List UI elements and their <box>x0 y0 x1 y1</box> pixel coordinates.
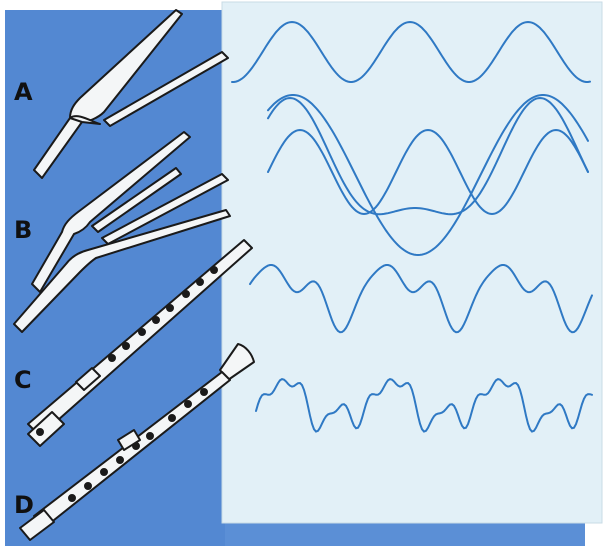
label-a: A <box>14 78 33 106</box>
label-c: C <box>14 366 32 394</box>
waveform-double-fork-component-2 <box>267 128 589 216</box>
waveform-paper <box>221 1 603 524</box>
waveform-double-fork-component-1 <box>267 94 589 257</box>
waveform-double-fork-sum <box>267 96 589 216</box>
waveforms <box>231 20 593 433</box>
waveform-tuning-fork <box>231 20 591 83</box>
clarinet-d <box>19 343 255 541</box>
waveform-flute <box>249 264 593 334</box>
waveform-clarinet <box>255 378 593 433</box>
label-d: D <box>14 491 34 519</box>
tuning-fork-a <box>33 9 229 179</box>
label-b: B <box>14 216 33 244</box>
tuning-fork-b <box>13 131 231 333</box>
flute-c <box>27 239 253 447</box>
